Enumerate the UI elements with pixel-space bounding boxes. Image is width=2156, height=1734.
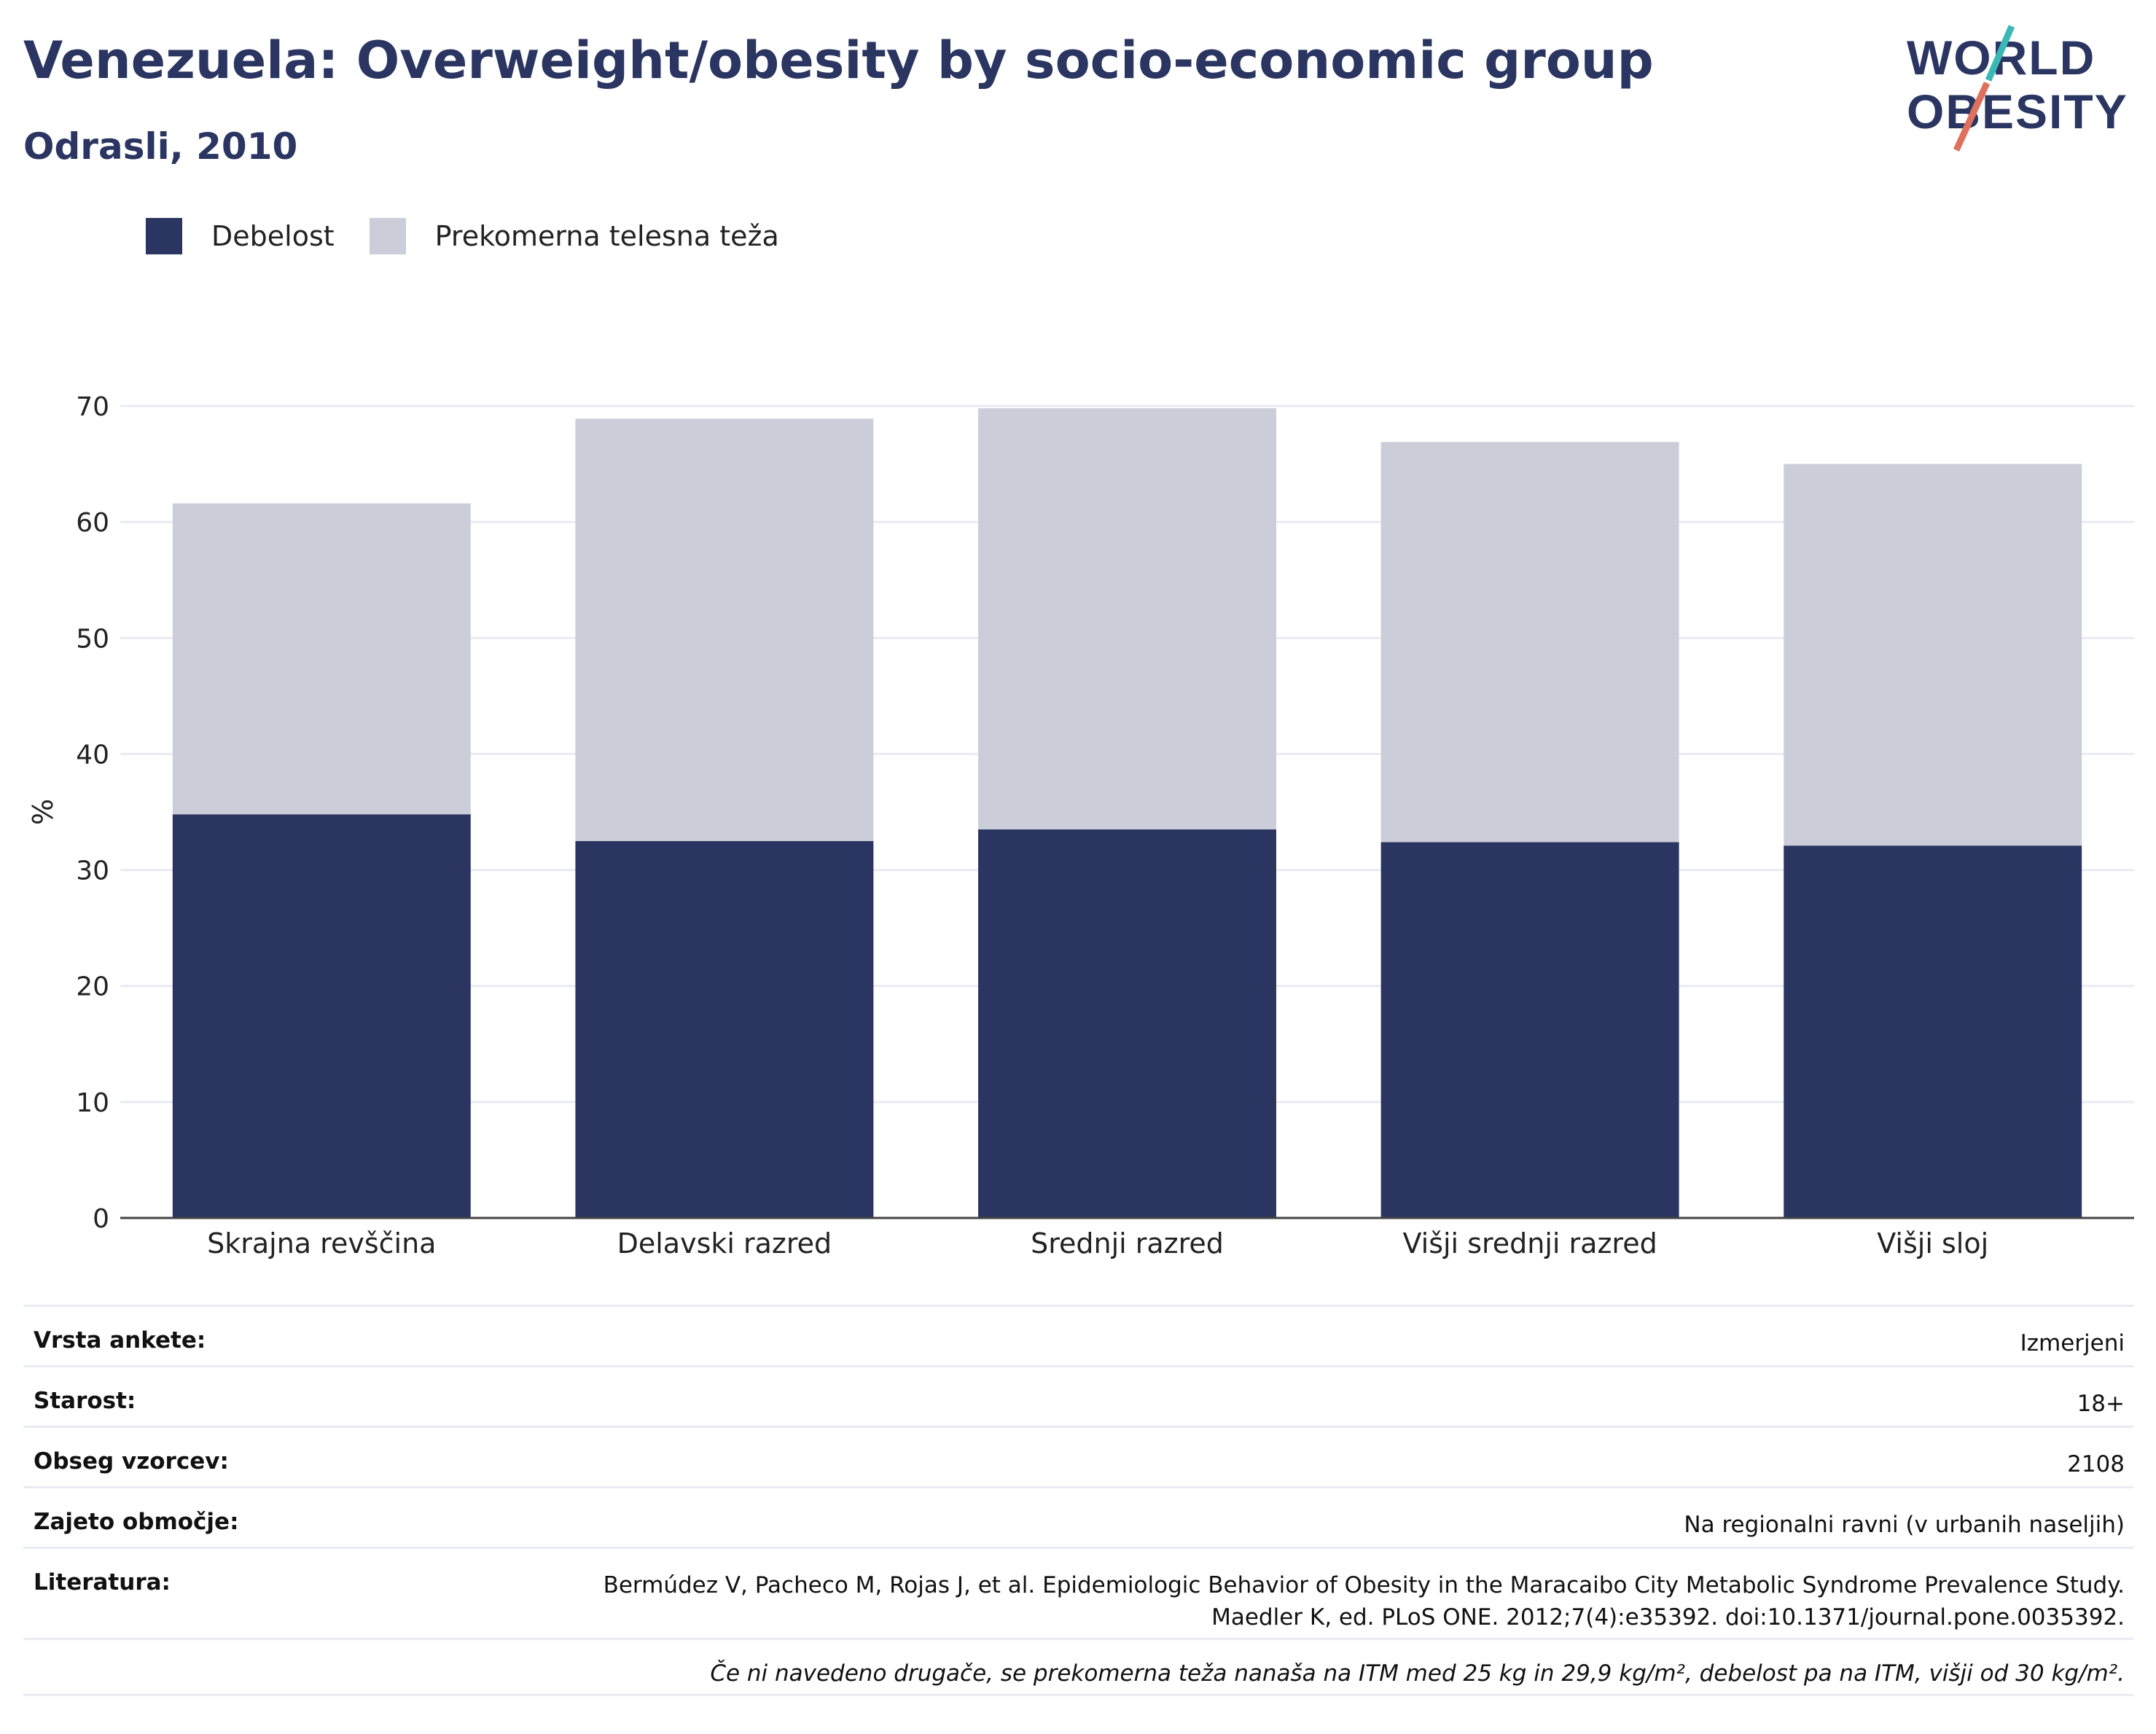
meta-row-survey-type: Vrsta ankete: Izmerjeni: [23, 1305, 2133, 1365]
x-tick-label: Višji srednji razred: [1402, 1227, 1657, 1260]
legend-swatch-obesity: [146, 218, 182, 254]
meta-label-area: Zajeto območje:: [34, 1509, 239, 1535]
meta-value-sample: 2108: [2067, 1451, 2125, 1477]
logo-word-obesity: OBESITY: [1907, 85, 2128, 138]
chart-subtitle: Odrasli, 2010: [23, 125, 298, 168]
meta-row-area: Zajeto območje: Na regionalni ravni (v u…: [23, 1486, 2133, 1547]
meta-value-reference: Bermúdez V, Pacheco M, Rojas J, et al. E…: [604, 1549, 2125, 1633]
meta-row-age: Starost: 18+: [23, 1365, 2133, 1426]
meta-label-sample: Obseg vzorcev:: [34, 1448, 229, 1475]
world-obesity-logo: WORLD OBESITY: [1907, 25, 2128, 152]
reference-line-1: Bermúdez V, Pacheco M, Rojas J, et al. E…: [603, 1572, 2125, 1598]
y-tick-label: 0: [93, 1204, 109, 1234]
x-tick-label: Skrajna revščina: [207, 1227, 436, 1260]
x-tick-label: Srednji razred: [1031, 1227, 1224, 1260]
bar-overweight: [575, 418, 874, 841]
bar-overweight: [172, 503, 471, 815]
y-tick-label: 10: [76, 1088, 109, 1118]
meta-label-survey-type: Vrsta ankete:: [34, 1327, 206, 1354]
reference-line-2: Maedler K, ed. PLoS ONE. 2012;7(4):e3539…: [1211, 1604, 2125, 1630]
legend-item-overweight: Prekomerna telesna teža: [369, 218, 779, 254]
y-tick-label: 60: [76, 508, 109, 538]
meta-label-reference: Literatura:: [34, 1569, 171, 1596]
logo-slash-teal: [1985, 25, 2015, 82]
legend-label-overweight: Prekomerna telesna teža: [434, 220, 779, 252]
bar-overweight: [1380, 442, 1679, 843]
y-axis-title: %: [27, 799, 59, 825]
bar-obesity: [978, 829, 1276, 1218]
y-tick-label: 20: [76, 972, 109, 1002]
bar-obesity: [1380, 842, 1679, 1218]
legend-swatch-overweight: [369, 218, 406, 254]
meta-row-reference: Literatura: Bermúdez V, Pacheco M, Rojas…: [23, 1547, 2133, 1638]
definition-note: Če ni navedeno drugače, se prekomerna te…: [23, 1638, 2133, 1696]
meta-value-area: Na regionalni ravni (v urbanih naseljih): [1684, 1512, 2125, 1538]
metadata-table: Vrsta ankete: Izmerjeni Starost: 18+ Obs…: [23, 1305, 2133, 1696]
meta-value-age: 18+: [2077, 1391, 2125, 1417]
meta-row-sample: Obseg vzorcev: 2108: [23, 1426, 2133, 1486]
chart-title: Venezuela: Overweight/obesity by socio-e…: [23, 31, 1654, 90]
chart-legend: Debelost Prekomerna telesna teža: [146, 217, 814, 255]
bar-obesity: [1784, 845, 2082, 1218]
y-tick-label: 70: [76, 392, 109, 422]
x-tick-label: Višji sloj: [1877, 1227, 1988, 1260]
legend-label-obesity: Debelost: [211, 220, 335, 252]
bar-overweight: [1784, 464, 2082, 846]
bar-obesity: [575, 840, 874, 1218]
legend-item-obesity: Debelost: [146, 218, 335, 254]
x-tick-label: Delavski razred: [617, 1227, 832, 1260]
bar-chart: 0 10 20 30 40 50 60 70% Skrajna revščina Delavski…: [27, 392, 2134, 1260]
logo-slash-red: [1953, 82, 1991, 152]
bar-obesity: [172, 814, 471, 1218]
y-tick-label: 30: [76, 856, 109, 886]
y-tick-label: 40: [76, 740, 109, 770]
meta-value-survey-type: Izmerjeni: [2020, 1330, 2125, 1356]
y-tick-label: 50: [76, 624, 109, 654]
meta-label-age: Starost:: [34, 1388, 136, 1414]
bar-overweight: [978, 408, 1276, 829]
